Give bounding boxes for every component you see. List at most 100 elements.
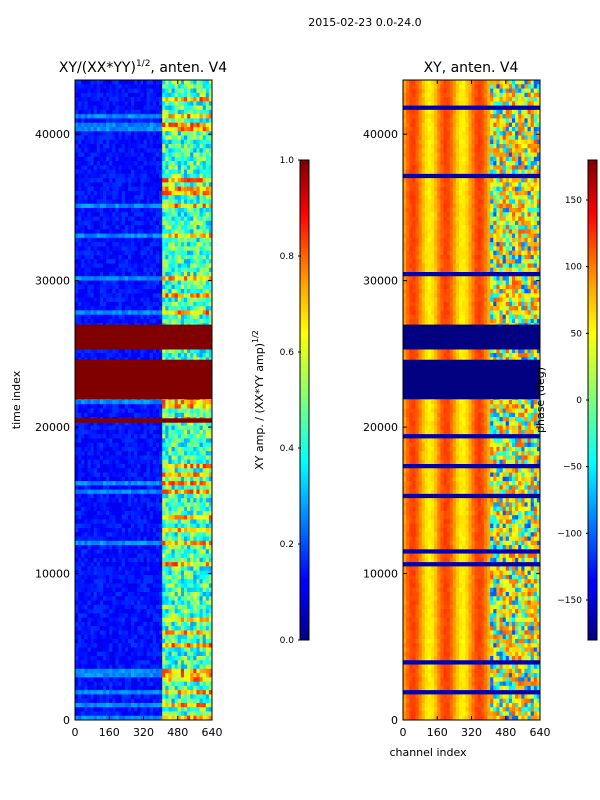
heatmap-cell [143,122,148,128]
heatmap-cell [137,506,141,512]
heatmap-cell [140,101,145,107]
heatmap-cell [183,429,188,435]
heatmap-cell [205,182,210,188]
heatmap-cell [143,451,148,457]
heatmap-cell [127,173,132,179]
heatmap-cell [134,485,138,491]
heatmap-cell [162,144,166,149]
heatmap-cell [193,451,198,457]
heatmap-cell [109,510,113,516]
heatmap-cell [196,165,201,171]
heatmap-cell [183,152,188,158]
heatmap-cell [109,263,113,269]
heatmap-cell [103,502,107,508]
heatmap-cell [146,109,151,115]
heatmap-cell [159,139,163,145]
heatmap-cell [162,540,166,546]
heatmap-cell [177,80,182,85]
heatmap-cell [152,506,157,512]
heatmap-cell [168,536,173,542]
heatmap-cell [81,519,85,525]
heatmap-cell [202,455,207,461]
heatmap-cell [90,190,95,196]
heatmap-cell [199,229,204,235]
heatmap-cell [165,528,170,533]
heatmap-cell [162,169,166,175]
heatmap-cell [127,122,132,128]
heatmap-cell [180,446,185,452]
heatmap-cell [171,169,176,175]
heatmap-cell [174,455,179,461]
heatmap-cell [162,225,166,230]
heatmap-cell [177,212,182,218]
heatmap-cell [149,259,154,265]
heatmap-cell [155,318,160,324]
heatmap-cell [90,152,95,158]
heatmap-cell [177,152,182,158]
heatmap-cell [127,468,132,474]
heatmap-cell [118,80,123,85]
heatmap-cell [146,404,151,410]
heatmap-cell [165,152,170,158]
heatmap-cell [143,173,148,179]
heatmap-cell [180,237,185,243]
heatmap-cell [180,276,185,282]
heatmap-cell [75,293,79,299]
heatmap-cell [106,289,110,294]
heatmap-cell [87,318,92,324]
heatmap-cell [171,109,176,115]
heatmap-cell [187,481,191,486]
heatmap-cell [99,156,104,162]
heatmap-cell [93,135,98,141]
heatmap-cell [190,519,194,525]
heatmap-cell [152,498,157,503]
heatmap-cell [137,523,141,529]
heatmap-cell [205,246,210,252]
heatmap-cell [96,421,101,427]
heatmap-cell [103,178,107,183]
heatmap-cell [78,237,82,243]
heatmap-cell [146,301,151,307]
heatmap-cell [193,109,198,115]
heatmap-cell [183,549,188,555]
heatmap-cell [134,225,138,230]
heatmap-cell [93,545,98,550]
heatmap-cell [93,306,98,311]
heatmap-cell [127,109,132,115]
heatmap-cell [137,216,141,222]
heatmap-cell [202,80,207,85]
heatmap-cell [96,489,101,495]
heatmap-cell [199,173,204,179]
heatmap-cell [124,267,129,273]
heatmap-cell [155,259,160,265]
heatmap-cell [134,523,138,529]
heatmap-cell [106,152,110,158]
heatmap-cell [149,485,154,491]
heatmap-cell [90,297,95,303]
heatmap-cell [149,92,154,98]
heatmap-cell [190,455,194,461]
heatmap-cell [115,220,120,226]
heatmap-cell [103,267,107,273]
heatmap-cell [165,297,170,303]
heatmap-cell [118,97,123,102]
heatmap-cell [90,498,95,503]
heatmap-cell [193,208,198,213]
heatmap-cell [140,536,145,542]
heatmap-cell [174,161,179,166]
heatmap-cell [93,318,98,324]
heatmap-cell [131,455,135,461]
heatmap-cell [159,229,163,235]
heatmap-cell [165,259,170,265]
heatmap-cell [134,553,138,559]
heatmap-cell [118,267,123,273]
heatmap-cell [155,156,160,162]
heatmap-cell [112,259,117,265]
heatmap-cell [140,97,145,102]
heatmap-cell [87,212,92,218]
heatmap-cell [140,272,145,277]
heatmap-cell [131,135,135,141]
heatmap-cell [190,536,194,542]
heatmap-cell [118,429,123,435]
heatmap-cell [180,489,185,495]
